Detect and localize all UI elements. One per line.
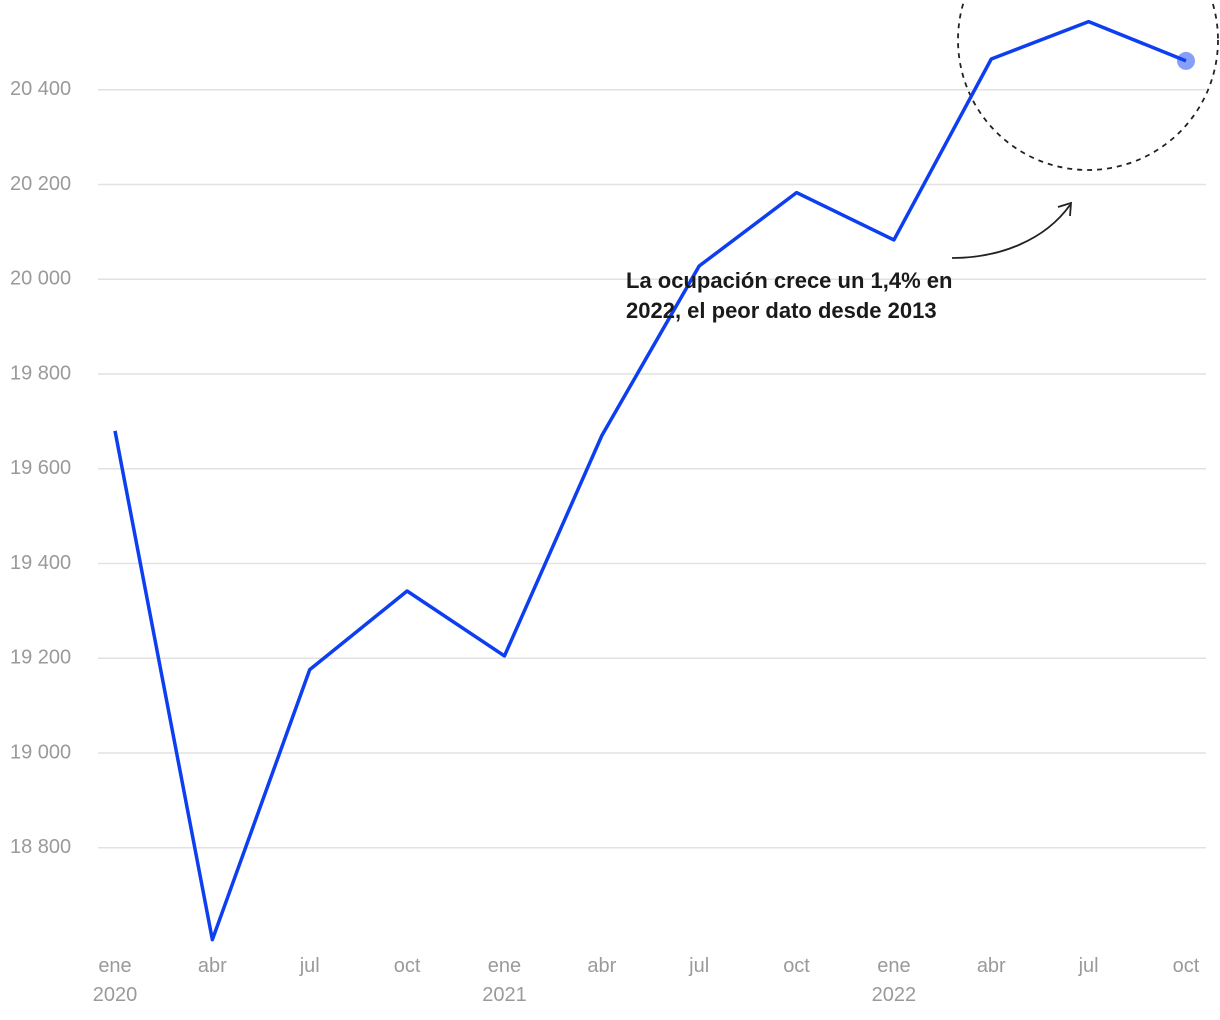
y-tick-label: 19 800 [10,362,71,384]
x-tick-label: oct [783,955,810,977]
highlight-circle [957,0,1219,171]
x-tick-label: abr [976,955,1006,977]
y-tick-label: 19 400 [10,552,71,574]
y-tick-label: 19 200 [10,647,71,669]
y-tick-label: 20 200 [10,173,71,195]
line [113,19,1187,942]
grid [98,89,1206,849]
y-tick-label: 20 000 [10,268,71,290]
arrow [951,204,1071,259]
x-tick-label: abr [587,955,617,977]
arrow-head [1057,201,1072,217]
y-tick-label: 18 800 [10,836,71,858]
annotation: La ocupación crece un 1,4% en 2022, el p… [626,268,953,323]
x-tick-label: abr [197,955,227,977]
x-tick-label: oct [393,955,421,977]
x-tick-label: ene 2021 [482,955,527,1006]
y-tick-label: 19 600 [10,457,71,479]
x-tick-label: jul [299,955,320,977]
y-tick-label: 20 400 [10,78,71,100]
x-tick-label: oct [1172,955,1200,977]
x-tick-label: jul [689,955,710,977]
x-tick-label: ene 2022 [871,955,917,1006]
x-tick-label: ene 2020 [92,955,138,1006]
y-tick-label: 19 000 [10,741,71,763]
last-point [1177,51,1195,70]
x-tick-label: jul [1078,955,1099,977]
